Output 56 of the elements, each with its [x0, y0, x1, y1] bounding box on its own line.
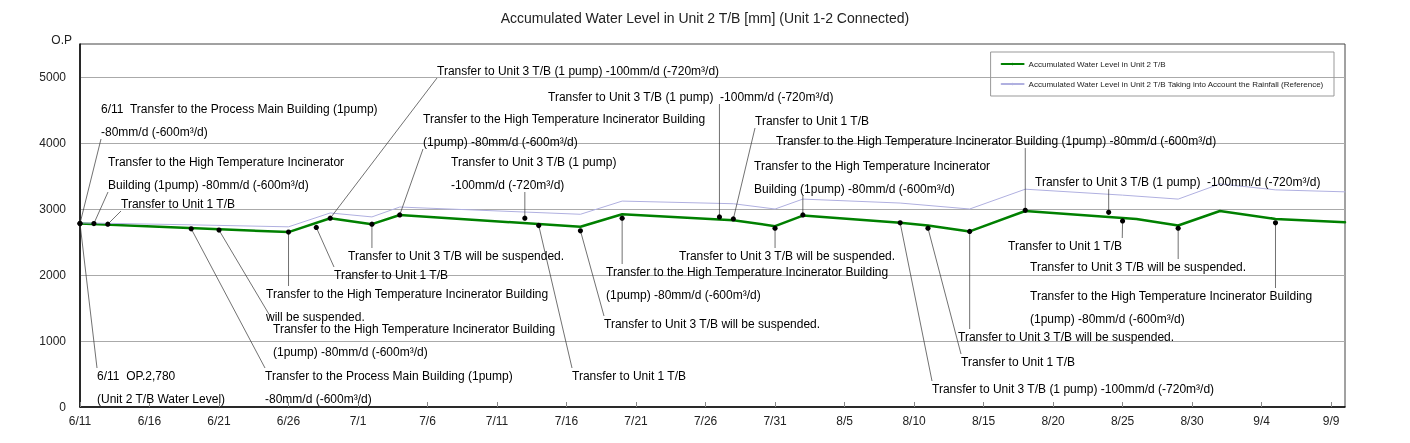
x-tick-label: 8/20	[1041, 414, 1066, 428]
x-tick-label: 7/21	[624, 414, 649, 428]
x-tick-label: 7/6	[419, 414, 437, 428]
x-tick-label: 6/11	[68, 414, 92, 428]
x-tick-label: 7/26	[693, 414, 718, 428]
x-tick-label: 6/26	[276, 414, 301, 428]
annotation: Transfer to Unit 3 T/B will be suspended.	[958, 329, 1175, 344]
annotation: Transfer to Unit 3 T/B will be suspended.	[348, 248, 565, 263]
annotation: Transfer to Unit 1 T/B	[121, 196, 236, 211]
legend-label: Accumulated Water Level in Unit 2 T/B Taking into Account the Rainfall (Reference)	[1028, 79, 1324, 89]
y-axis-title: O.P	[51, 33, 72, 47]
annotation: Transfer to Unit 1 T/B	[755, 113, 870, 128]
annotation: Transfer to Unit 1 T/B	[1008, 238, 1123, 253]
annotation: Transfer to the High Temperature Incinerator Building (1pump) -80mm/d (-600m³/d)	[1030, 288, 1313, 326]
annotation: 6/11 OP.2,780 (Unit 2 T/B Water Level)	[97, 368, 226, 406]
annotation: Transfer to Unit 1 T/B	[334, 267, 449, 282]
annotation: Transfer to Unit 1 T/B	[961, 354, 1076, 369]
x-tick-label: 9/9	[1322, 414, 1340, 428]
annotation: Transfer to the High Temperature Incinerator Building (1pump) -80mm/d (-600m³/d)	[606, 264, 889, 302]
annotation: Transfer to Unit 3 T/B will be suspended.	[604, 316, 821, 331]
annotation: Transfer to the Process Main Building (1pump) -80mm/d (-600m³/d)	[265, 368, 513, 406]
annotation: Transfer to Unit 3 T/B will be suspended.	[679, 248, 896, 263]
legend-label: Accumulated Water Level in Unit 2 T/B	[1028, 59, 1166, 69]
annotation: Transfer to the High Temperature Incinerator Building (1pump) -80mm/d (-600m³/d)	[754, 158, 991, 196]
x-tick-label: 7/1	[349, 414, 367, 428]
annotation: Transfer to Unit 3 T/B (1 pump) -100mm/d (-720m³/d)	[932, 381, 1215, 396]
x-tick-label: 6/21	[207, 414, 232, 428]
annotation: Transfer to the High Temperature Incinerator Building (1pump) -80mm/d (-600m³/d)	[776, 133, 1217, 148]
chart-title: Accumulated Water Level in Unit 2 T/B [mm] (Unit 1-2 Connected)	[500, 10, 910, 26]
annotation: Transfer to Unit 3 T/B (1 pump) -100mm/d (-720m³/d)	[437, 63, 720, 78]
x-tick-label: 8/5	[836, 414, 854, 428]
y-tick-label: 4000	[39, 136, 67, 150]
annotation: Transfer to the High Temperature Incinerator Building will be suspended.	[265, 286, 549, 324]
annotation: 6/11 Transfer to the Process Main Building (1pump) -80mm/d (-600m³/d)	[101, 101, 378, 139]
x-tick-label: 6/16	[137, 414, 162, 428]
annotation: Transfer to Unit 3 T/B (1 pump) -100mm/d (-720m³/d)	[548, 89, 834, 104]
x-tick-label: 7/16	[554, 414, 579, 428]
y-tick-label: 0	[59, 400, 67, 414]
annotation: Transfer to Unit 3 T/B (1 pump) -100mm/d (-720m³/d)	[1035, 174, 1321, 189]
annotation: Transfer to Unit 3 T/B (1 pump) -100mm/d (-720m³/d)	[451, 154, 617, 192]
y-tick-label: 1000	[39, 334, 67, 348]
x-tick-label: 8/30	[1180, 414, 1205, 428]
x-tick-label: 8/10	[902, 414, 927, 428]
annotation: Transfer to Unit 1 T/B	[572, 368, 687, 383]
annotation: Transfer to Unit 3 T/B will be suspended.	[1030, 259, 1247, 274]
x-tick-label: 8/25	[1110, 414, 1135, 428]
y-tick-label: 5000	[39, 70, 67, 84]
y-tick-label: 3000	[39, 202, 67, 216]
annotation: Transfer to the High Temperature Incinerator Building (1pump) -80mm/d (-600m³/d)	[273, 321, 556, 359]
annotation: Transfer to the High Temperature Incinerator Building (1pump) -80mm/d (-600m³/d)	[108, 154, 345, 192]
annotation: Transfer to the High Temperature Incinerator Building (1pump) -80mm/d (-600m³/d)	[423, 111, 706, 149]
x-tick-label: 8/15	[971, 414, 996, 428]
x-tick-label: 7/31	[763, 414, 788, 428]
x-tick-label: 9/4	[1253, 414, 1271, 428]
x-tick-label: 7/11	[485, 414, 509, 428]
y-tick-label: 2000	[39, 268, 67, 282]
